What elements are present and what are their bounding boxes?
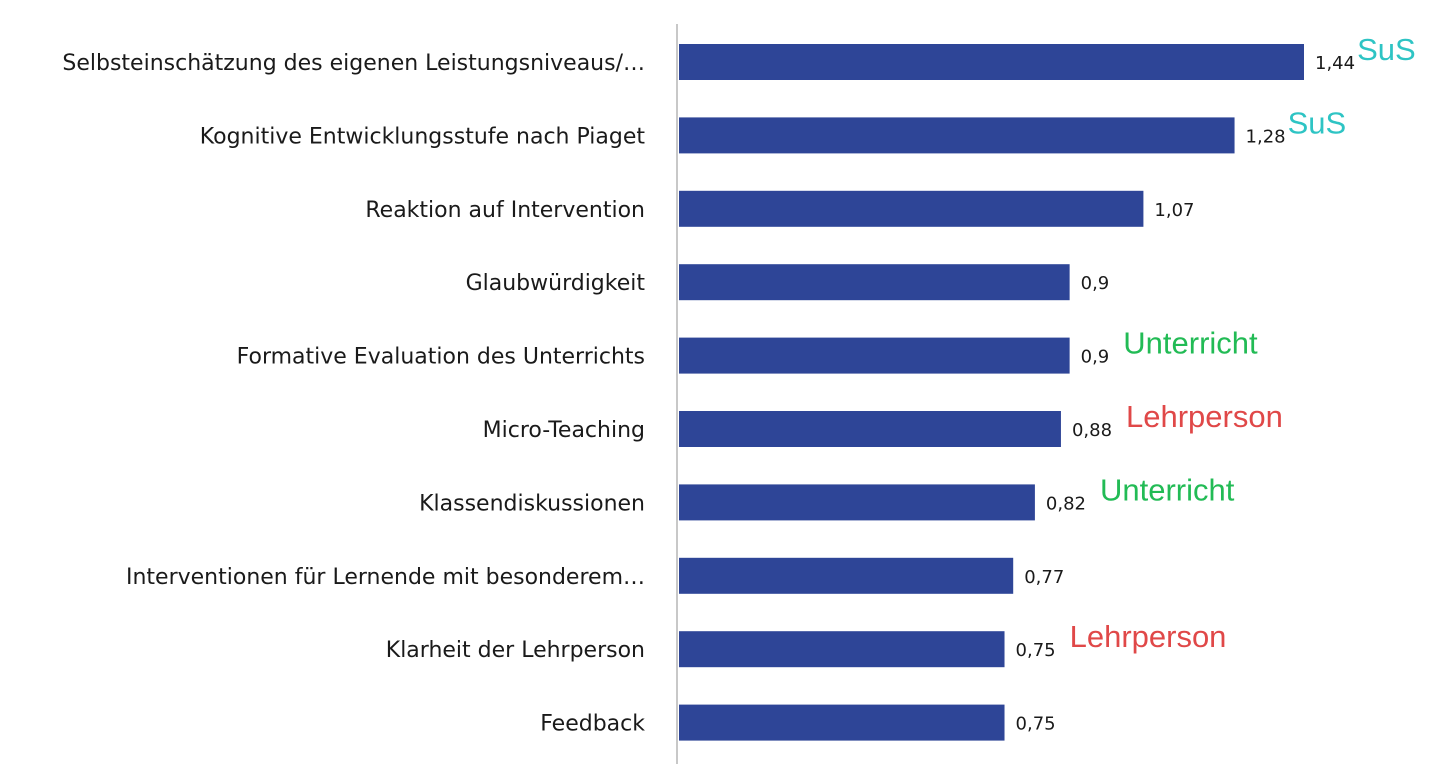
value-label: 0,9 [1081,273,1110,294]
bar [679,117,1235,154]
bar [679,411,1061,447]
annotation-label: SuS [1357,32,1416,67]
annotation-label: Unterricht [1123,326,1258,361]
annotation-label: Lehrperson [1126,399,1283,434]
value-label: 0,75 [1016,714,1056,735]
category-label: Micro-Teaching [483,418,645,443]
value-label: 0,75 [1016,640,1056,661]
bar [679,557,1014,594]
category-label: Formative Evaluation des Unterrichts [237,345,645,370]
value-label: 0,88 [1072,420,1112,441]
value-label: 1,44 [1315,53,1355,74]
annotation-label: SuS [1288,105,1347,140]
bar [679,484,1035,521]
category-label: Selbsteinschätzung des eigenen Leistungs… [62,51,645,76]
annotation-label: Lehrperson [1070,619,1227,654]
category-label: Kognitive Entwicklungsstufe nach Piaget [200,124,646,149]
value-label: 0,9 [1081,347,1110,368]
bar [679,631,1005,668]
category-label: Klarheit der Lehrperson [386,638,645,663]
bar [679,190,1144,227]
category-label: Klassendiskussionen [419,491,645,516]
value-label: 1,07 [1154,200,1194,221]
bars-layer: Selbsteinschätzung des eigenen Leistungs… [62,32,1416,741]
bar [679,337,1070,374]
category-label: Reaktion auf Intervention [365,198,645,223]
category-label: Interventionen für Lernende mit besonder… [126,565,645,590]
value-label: 0,82 [1046,493,1086,514]
category-label: Glaubwürdigkeit [466,271,646,296]
annotation-label: Unterricht [1100,472,1235,507]
bar [679,704,1005,741]
bar [679,264,1070,301]
bar [679,44,1304,80]
category-label: Feedback [540,712,645,737]
value-label: 1,28 [1246,126,1286,147]
value-label: 0,77 [1024,567,1064,588]
